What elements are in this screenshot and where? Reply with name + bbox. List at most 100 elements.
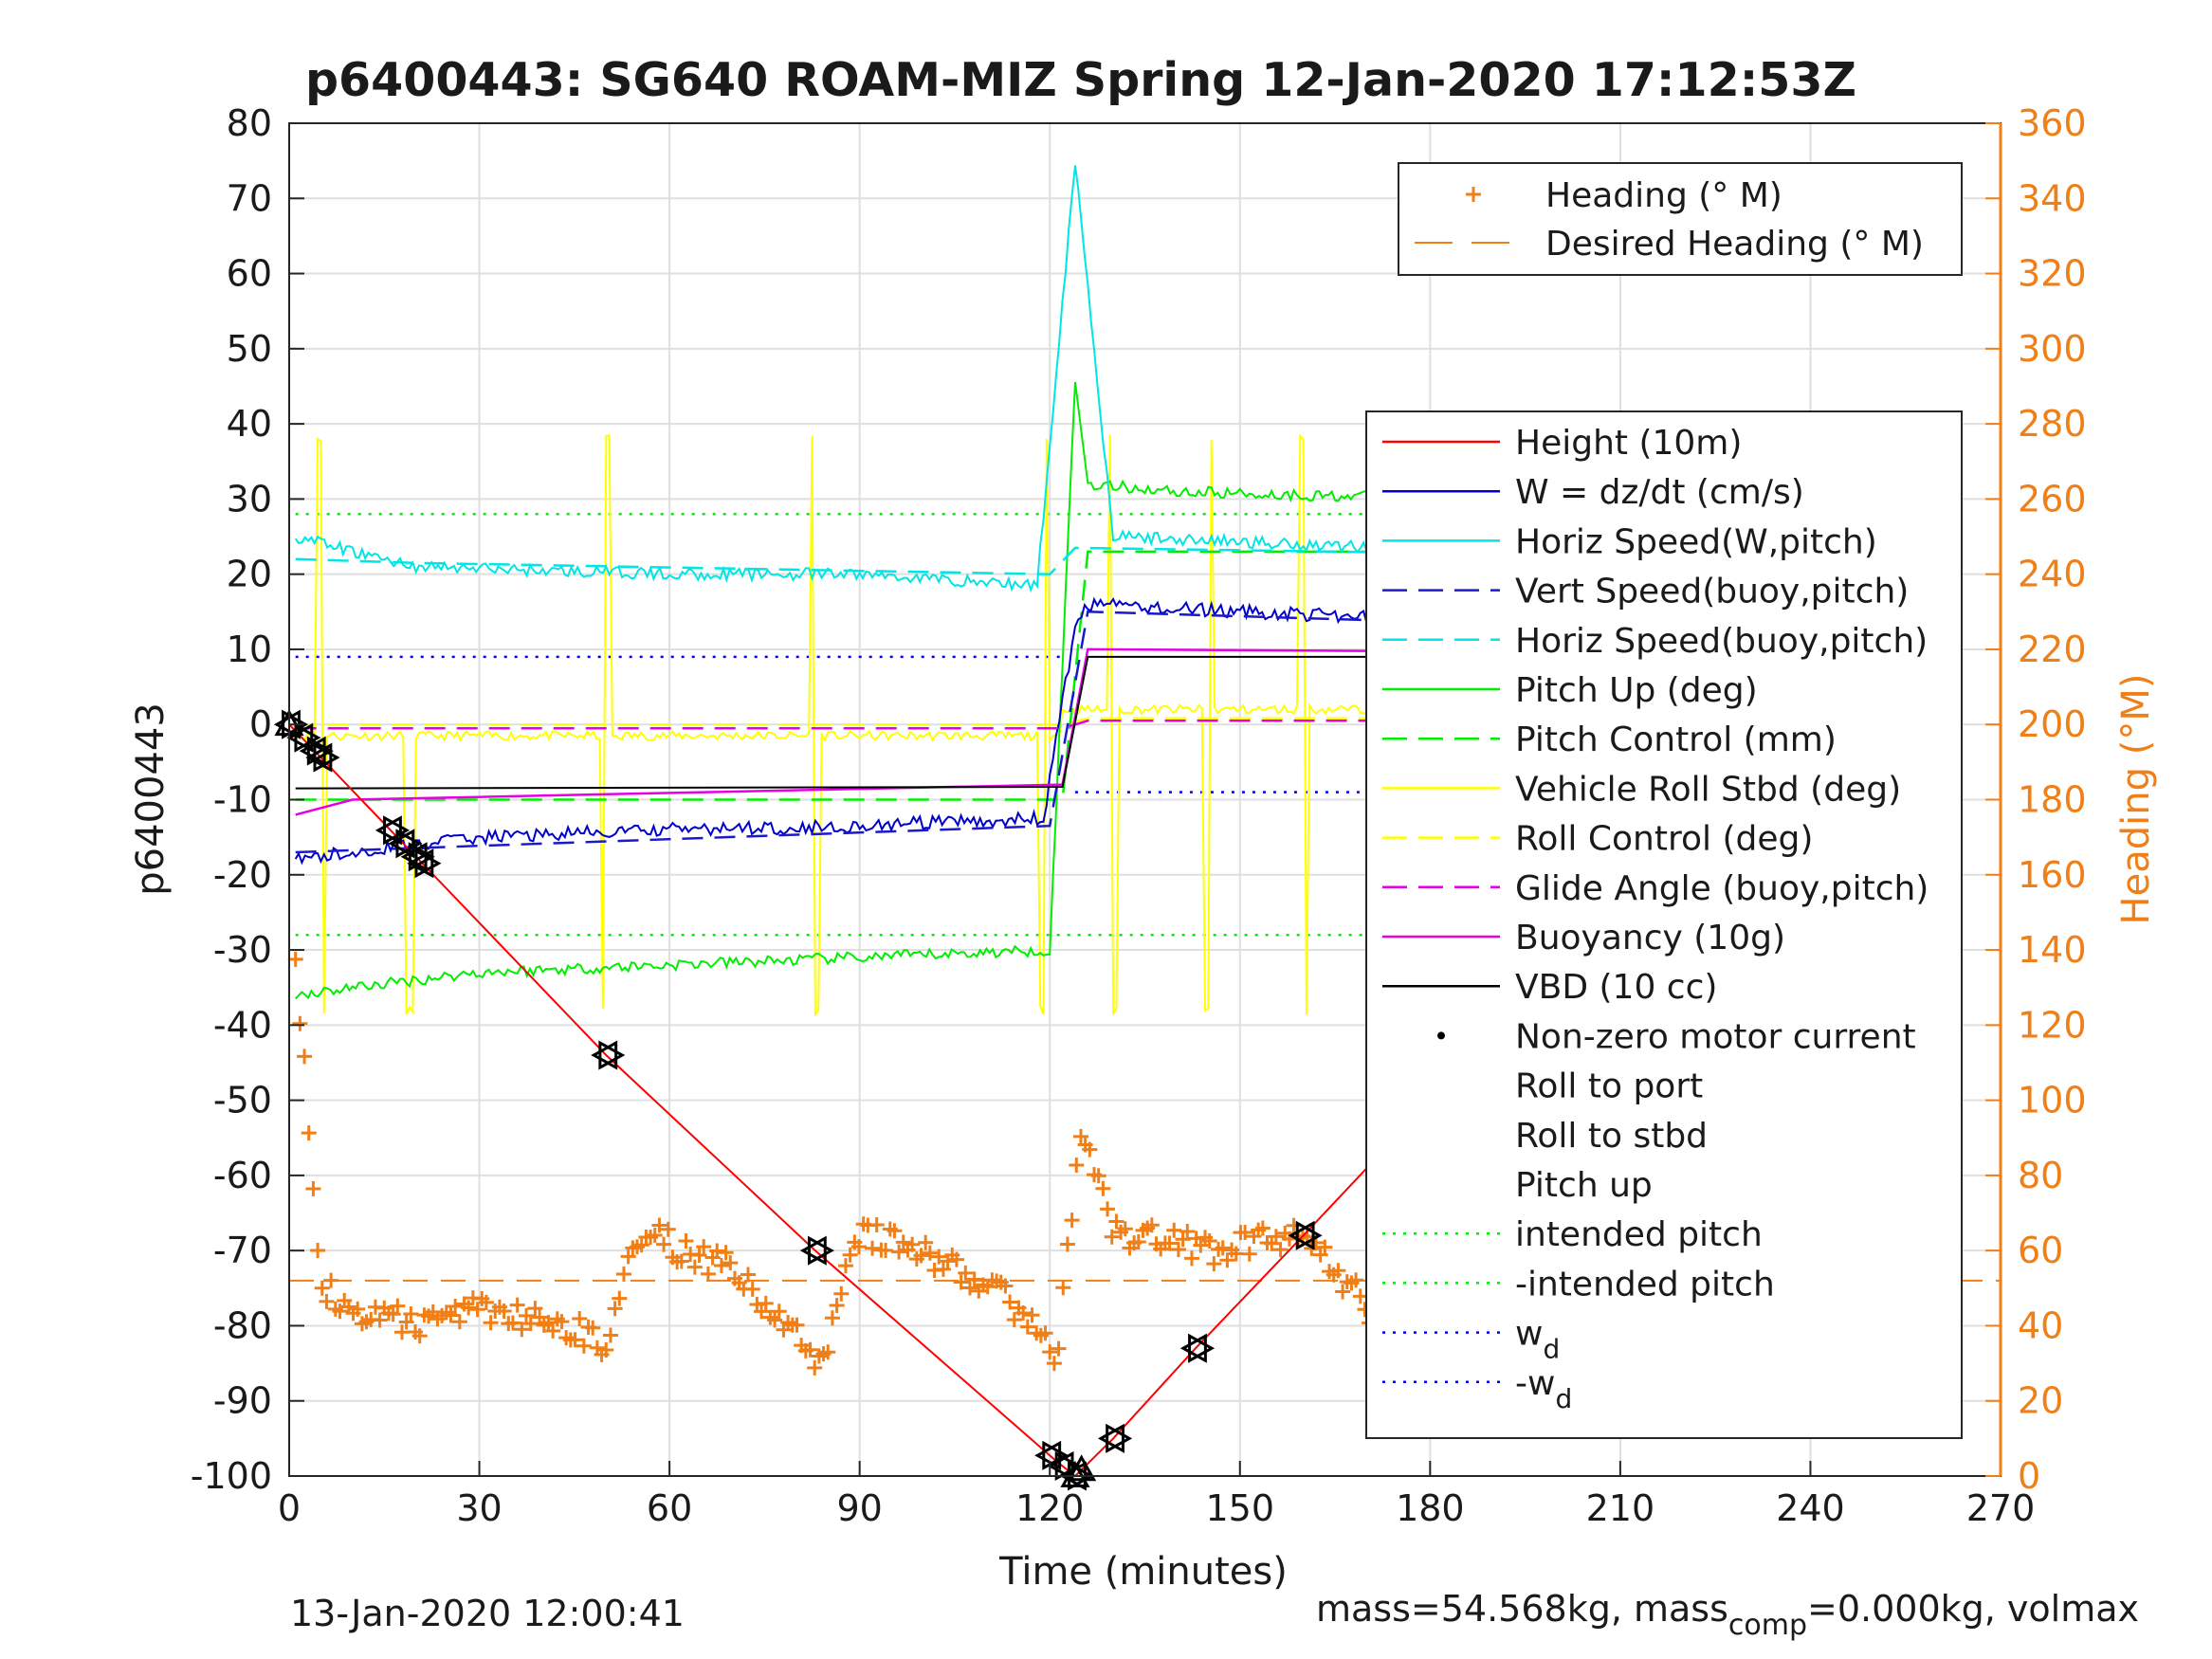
heading-marker — [385, 1306, 401, 1322]
heading-marker — [1108, 1213, 1124, 1230]
heading-marker — [1104, 1229, 1120, 1245]
heading-marker — [651, 1217, 667, 1233]
heading-marker — [789, 1317, 805, 1333]
heading-marker — [461, 1300, 477, 1316]
roll-to-stbd-marker — [414, 848, 442, 879]
y2-tick-label: 60 — [2018, 1230, 2063, 1271]
heading-marker — [411, 1328, 428, 1344]
roll-to-port-marker — [591, 1040, 618, 1070]
heading-marker — [509, 1297, 525, 1313]
heading-marker — [1143, 1217, 1160, 1233]
legend-heading: Heading (° M) Desired Heading (° M) — [1398, 162, 1963, 276]
heading-marker — [953, 1274, 969, 1290]
heading-marker — [504, 1315, 521, 1331]
heading-marker — [820, 1344, 836, 1360]
legend-heading-swatch — [1466, 187, 1481, 202]
roll-to-stbd-marker — [1042, 1440, 1069, 1470]
legend-item-label: Glide Angle (buoy,pitch) — [1515, 869, 1929, 908]
heading-marker — [966, 1271, 982, 1287]
heading-marker — [740, 1267, 757, 1283]
chart-title: p6400443: SG640 ROAM-MIZ Spring 12-Jan-2… — [305, 53, 1856, 107]
roll-to-stbd-marker — [1188, 1333, 1216, 1363]
y-tick-label: 30 — [227, 478, 272, 520]
heading-marker — [1051, 1340, 1067, 1357]
footer-mass-subscript: comp — [1728, 1609, 1807, 1642]
heading-marker — [451, 1314, 467, 1330]
y-tick-label: -60 — [213, 1155, 272, 1196]
heading-marker — [483, 1315, 499, 1331]
y-tick-label: -40 — [213, 1004, 272, 1046]
legend-item-label: Height (10m) — [1515, 424, 1742, 463]
heading-marker — [948, 1251, 964, 1267]
heading-marker — [895, 1234, 911, 1250]
heading-marker — [891, 1244, 907, 1260]
axis-ticks: 0 30 60 90 120 150 180 210 240 270 80 70 60 50 40 30 20 1… — [191, 102, 2087, 1529]
footer-mass-suffix: =0.000kg, volmax — [1807, 1588, 2139, 1630]
y2-tick-label: 280 — [2018, 403, 2087, 445]
heading-marker — [545, 1322, 561, 1339]
footer-mass-prefix: mass=54.568kg, mass — [1316, 1588, 1728, 1630]
heading-marker — [1100, 1201, 1116, 1217]
heading-marker — [332, 1304, 348, 1320]
heading-marker — [1170, 1242, 1186, 1258]
heading-marker — [1254, 1220, 1271, 1236]
heading-marker — [305, 1180, 321, 1196]
heading-marker — [935, 1261, 951, 1277]
heading-marker — [297, 1048, 313, 1065]
y-tick-label: -90 — [213, 1380, 272, 1422]
heading-marker — [1183, 1250, 1199, 1267]
y2-tick-label: 220 — [2018, 629, 2087, 670]
heading-marker — [576, 1338, 592, 1354]
roll-to-port-marker — [799, 1235, 827, 1266]
heading-marker — [496, 1303, 512, 1319]
heading-marker — [686, 1259, 703, 1275]
heading-marker — [913, 1248, 929, 1264]
legend-item-label: Horiz Speed(W,pitch) — [1515, 522, 1877, 561]
heading-marker — [585, 1320, 601, 1336]
roll-to-stbd-marker — [1295, 1220, 1323, 1250]
heading-marker — [615, 1267, 631, 1283]
legend-item-label: Horiz Speed(buoy,pitch) — [1515, 622, 1928, 661]
heading-marker — [1179, 1224, 1196, 1240]
x-tick-label: 60 — [647, 1487, 692, 1529]
heading-marker — [633, 1237, 649, 1253]
legend-item-label: W = dz/dt (cm/s) — [1515, 473, 1804, 512]
heading-marker — [350, 1301, 366, 1317]
y2-tick-label: 180 — [2018, 779, 2087, 821]
heading-marker — [1064, 1212, 1080, 1229]
heading-marker — [572, 1310, 588, 1326]
heading-marker — [292, 1015, 308, 1031]
heading-marker — [887, 1223, 903, 1239]
heading-marker — [1161, 1235, 1178, 1251]
y-tick-label: 50 — [227, 328, 272, 370]
heading-marker — [1042, 1344, 1058, 1360]
heading-marker — [310, 1243, 326, 1259]
heading-marker — [1335, 1284, 1351, 1300]
roll-to-stbd-marker — [294, 722, 321, 753]
heading-marker — [878, 1242, 894, 1258]
roll-to-port-marker — [388, 829, 415, 859]
legend-item-label: -intended pitch — [1515, 1265, 1775, 1304]
heading-marker — [532, 1309, 548, 1325]
heading-marker — [607, 1301, 623, 1317]
heading-marker — [1055, 1280, 1071, 1296]
y2-tick-label: 320 — [2018, 253, 2087, 295]
horiz-speed-buoy-series — [295, 546, 1849, 575]
legend-item-label: Pitch Up (deg) — [1515, 671, 1758, 710]
heading-marker — [656, 1236, 672, 1252]
y-tick-label: -30 — [213, 929, 272, 971]
heading-marker — [323, 1272, 339, 1288]
y-tick-label: 20 — [227, 554, 272, 595]
heading-marker — [1206, 1256, 1222, 1272]
heading-marker — [842, 1247, 858, 1263]
x-tick-label: 210 — [1586, 1487, 1655, 1529]
y-tick-label: -70 — [213, 1230, 272, 1271]
heading-marker — [1024, 1307, 1040, 1323]
heading-marker — [1219, 1252, 1235, 1268]
y2-tick-label: 100 — [2018, 1080, 2087, 1121]
x-tick-label: 270 — [1966, 1487, 2036, 1529]
x-tick-label: 30 — [456, 1487, 502, 1529]
heading-marker — [1272, 1242, 1289, 1258]
y-tick-label: 70 — [227, 177, 272, 219]
legend-item-label: Roll Control (deg) — [1515, 820, 1813, 859]
